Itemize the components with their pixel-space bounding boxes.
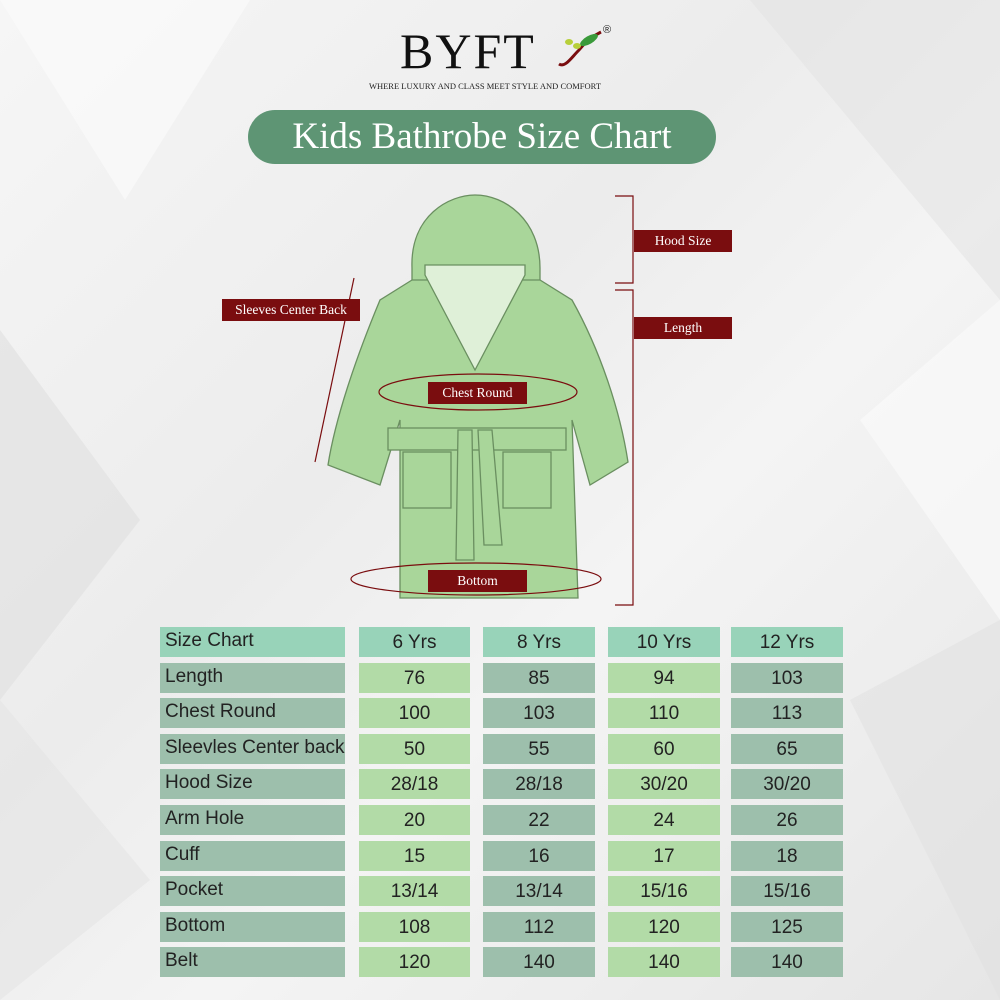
table-cell: 16 xyxy=(483,840,595,871)
table-header-size: 10 Yrs xyxy=(608,627,720,657)
brand-logo: BYFT xyxy=(400,23,536,79)
table-cell: 15/16 xyxy=(608,876,720,907)
table-cell: 110 xyxy=(608,698,720,729)
table-header-size: 8 Yrs xyxy=(483,627,595,657)
table-cell: 100 xyxy=(359,698,470,729)
hood-size-label: Hood Size xyxy=(634,230,732,252)
table-cell: 28/18 xyxy=(483,769,595,800)
table-cell: 85 xyxy=(483,662,595,693)
table-cell: 76 xyxy=(359,662,470,693)
table-row-label: Chest Round xyxy=(160,698,345,729)
registered-mark: ® xyxy=(603,24,612,36)
table-cell: 112 xyxy=(483,911,595,942)
table-header-label: Size Chart xyxy=(160,627,345,657)
table-cell: 94 xyxy=(608,662,720,693)
leaf-swoosh-icon xyxy=(558,30,602,67)
table-row-label: Arm Hole xyxy=(160,805,345,835)
table-cell: 30/20 xyxy=(731,769,843,800)
table-header-size: 6 Yrs xyxy=(359,627,470,657)
table-cell: 20 xyxy=(359,805,470,835)
table-cell: 125 xyxy=(731,911,843,942)
sleeves-center-back-label: Sleeves Center Back xyxy=(222,299,360,321)
table-cell: 140 xyxy=(483,947,595,978)
bathrobe-illustration xyxy=(314,194,634,606)
table-cell: 113 xyxy=(731,698,843,729)
table-cell: 24 xyxy=(608,805,720,835)
table-cell: 18 xyxy=(731,840,843,871)
table-cell: 15 xyxy=(359,840,470,871)
table-cell: 120 xyxy=(608,911,720,942)
table-cell: 65 xyxy=(731,733,843,764)
table-cell: 55 xyxy=(483,733,595,764)
table-cell: 103 xyxy=(731,662,843,693)
table-cell: 22 xyxy=(483,805,595,835)
brand-tagline: WHERE LUXURY AND CLASS MEET STYLE AND CO… xyxy=(368,81,602,91)
table-cell: 17 xyxy=(608,840,720,871)
table-cell: 30/20 xyxy=(608,769,720,800)
table-row-label: Pocket xyxy=(160,876,345,907)
bottom-label: Bottom xyxy=(428,570,527,592)
table-cell: 15/16 xyxy=(731,876,843,907)
table-row-label: Bottom xyxy=(160,911,345,942)
page-title: Kids Bathrobe Size Chart xyxy=(248,110,716,164)
chest-round-label: Chest Round xyxy=(428,382,527,404)
table-cell: 108 xyxy=(359,911,470,942)
table-row-label: Belt xyxy=(160,947,345,978)
table-cell: 103 xyxy=(483,698,595,729)
table-cell: 120 xyxy=(359,947,470,978)
table-cell: 140 xyxy=(608,947,720,978)
table-cell: 50 xyxy=(359,733,470,764)
table-row-label: Cuff xyxy=(160,840,345,871)
table-cell: 140 xyxy=(731,947,843,978)
table-cell: 26 xyxy=(731,805,843,835)
table-cell: 13/14 xyxy=(483,876,595,907)
table-row-label: Hood Size xyxy=(160,769,345,800)
length-label: Length xyxy=(634,317,732,339)
table-row-label: Length xyxy=(160,662,345,693)
table-cell: 28/18 xyxy=(359,769,470,800)
table-row-label: Sleevles Center back xyxy=(160,733,345,764)
table-cell: 13/14 xyxy=(359,876,470,907)
table-cell: 60 xyxy=(608,733,720,764)
table-header-size: 12 Yrs xyxy=(731,627,843,657)
